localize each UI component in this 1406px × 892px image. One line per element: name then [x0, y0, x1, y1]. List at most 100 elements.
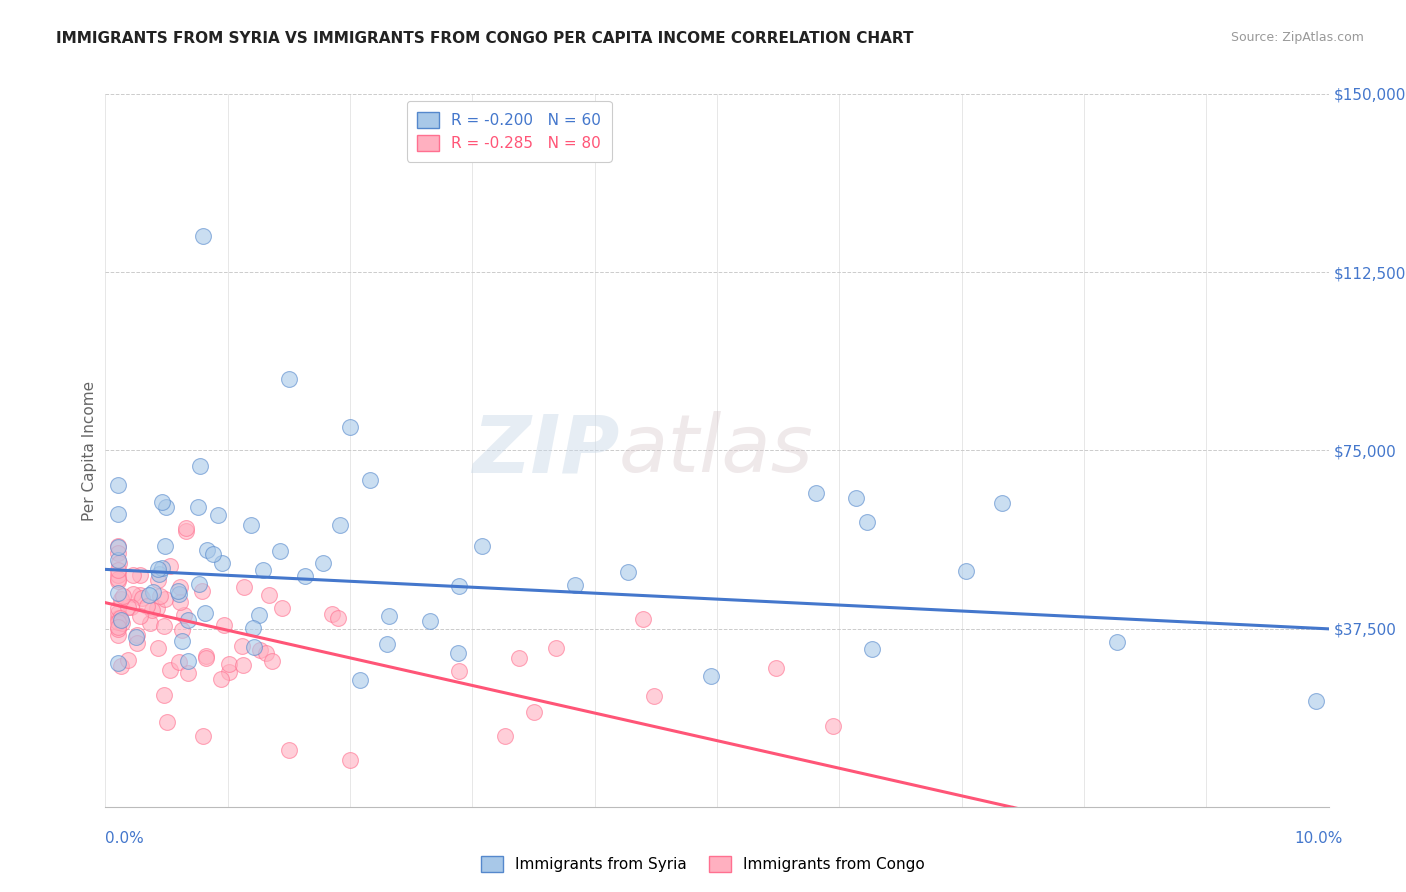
Point: [218, 657, 240, 671]
Point: [201, 547, 224, 561]
Point: [194, 648, 217, 663]
Point: [129, 609, 152, 624]
Legend: Immigrants from Syria, Immigrants from Congo: Immigrants from Syria, Immigrants from C…: [474, 848, 932, 880]
Point: [146, 562, 169, 576]
Point: [212, 618, 235, 632]
Point: [193, 729, 215, 743]
Point: [107, 573, 129, 587]
Point: [1105, 635, 1128, 649]
Point: [150, 495, 173, 509]
Text: Source: ZipAtlas.com: Source: ZipAtlas.com: [1230, 31, 1364, 45]
Point: [166, 583, 188, 598]
Point: [243, 640, 266, 654]
Point: [152, 619, 174, 633]
Point: [107, 539, 129, 553]
Point: [252, 563, 274, 577]
Point: [218, 665, 240, 679]
Point: [112, 589, 135, 603]
Point: [188, 458, 211, 473]
Point: [174, 524, 197, 539]
Point: [278, 372, 301, 386]
Point: [359, 473, 381, 487]
Point: [125, 636, 148, 650]
Point: [249, 643, 271, 657]
Point: [375, 637, 398, 651]
Point: [110, 613, 132, 627]
Point: [153, 688, 176, 702]
Point: [117, 600, 139, 615]
Point: [150, 561, 173, 575]
Point: [173, 607, 195, 622]
Point: [107, 622, 129, 636]
Point: [447, 665, 470, 679]
Point: [329, 518, 352, 533]
Point: [326, 611, 349, 625]
Point: [377, 609, 399, 624]
Point: [155, 714, 177, 729]
Point: [107, 611, 129, 625]
Point: [240, 518, 263, 533]
Point: [844, 491, 866, 506]
Text: ZIP: ZIP: [472, 411, 619, 490]
Point: [194, 607, 217, 621]
Point: [107, 628, 129, 642]
Point: [139, 615, 162, 630]
Point: [117, 653, 139, 667]
Text: atlas: atlas: [619, 411, 814, 490]
Point: [120, 600, 142, 615]
Point: [449, 579, 471, 593]
Point: [312, 556, 335, 570]
Point: [349, 673, 371, 688]
Point: [294, 569, 316, 583]
Point: [148, 566, 170, 581]
Point: [110, 591, 132, 606]
Point: [129, 567, 152, 582]
Point: [121, 568, 143, 582]
Point: [855, 515, 877, 529]
Point: [107, 656, 129, 670]
Point: [242, 621, 264, 635]
Point: [804, 486, 827, 500]
Point: [544, 640, 567, 655]
Point: [159, 663, 181, 677]
Point: [633, 612, 655, 626]
Point: [765, 661, 787, 675]
Point: [107, 620, 129, 634]
Point: [494, 729, 516, 743]
Legend: R = -0.200   N = 60, R = -0.285   N = 80: R = -0.200 N = 60, R = -0.285 N = 80: [406, 102, 612, 161]
Point: [141, 603, 163, 617]
Point: [146, 600, 169, 615]
Point: [107, 568, 129, 582]
Point: [991, 496, 1014, 510]
Point: [172, 633, 194, 648]
Point: [187, 500, 209, 514]
Point: [191, 584, 214, 599]
Point: [167, 586, 190, 600]
Point: [169, 580, 191, 594]
Point: [110, 659, 132, 673]
Point: [107, 601, 129, 615]
Point: [643, 689, 665, 703]
Point: [108, 611, 131, 625]
Point: [131, 591, 153, 605]
Point: [193, 229, 215, 244]
Point: [127, 628, 149, 642]
Point: [231, 639, 253, 653]
Point: [419, 615, 441, 629]
Point: [146, 573, 169, 587]
Point: [169, 595, 191, 609]
Point: [176, 654, 198, 668]
Point: [211, 556, 233, 570]
Point: [617, 565, 640, 579]
Point: [271, 601, 294, 615]
Point: [257, 588, 280, 602]
Point: [129, 588, 152, 602]
Point: [564, 578, 586, 592]
Point: [195, 542, 218, 557]
Point: [447, 647, 470, 661]
Point: [523, 705, 546, 719]
Point: [209, 673, 232, 687]
Point: [247, 608, 270, 623]
Point: [207, 508, 229, 522]
Point: [860, 642, 883, 657]
